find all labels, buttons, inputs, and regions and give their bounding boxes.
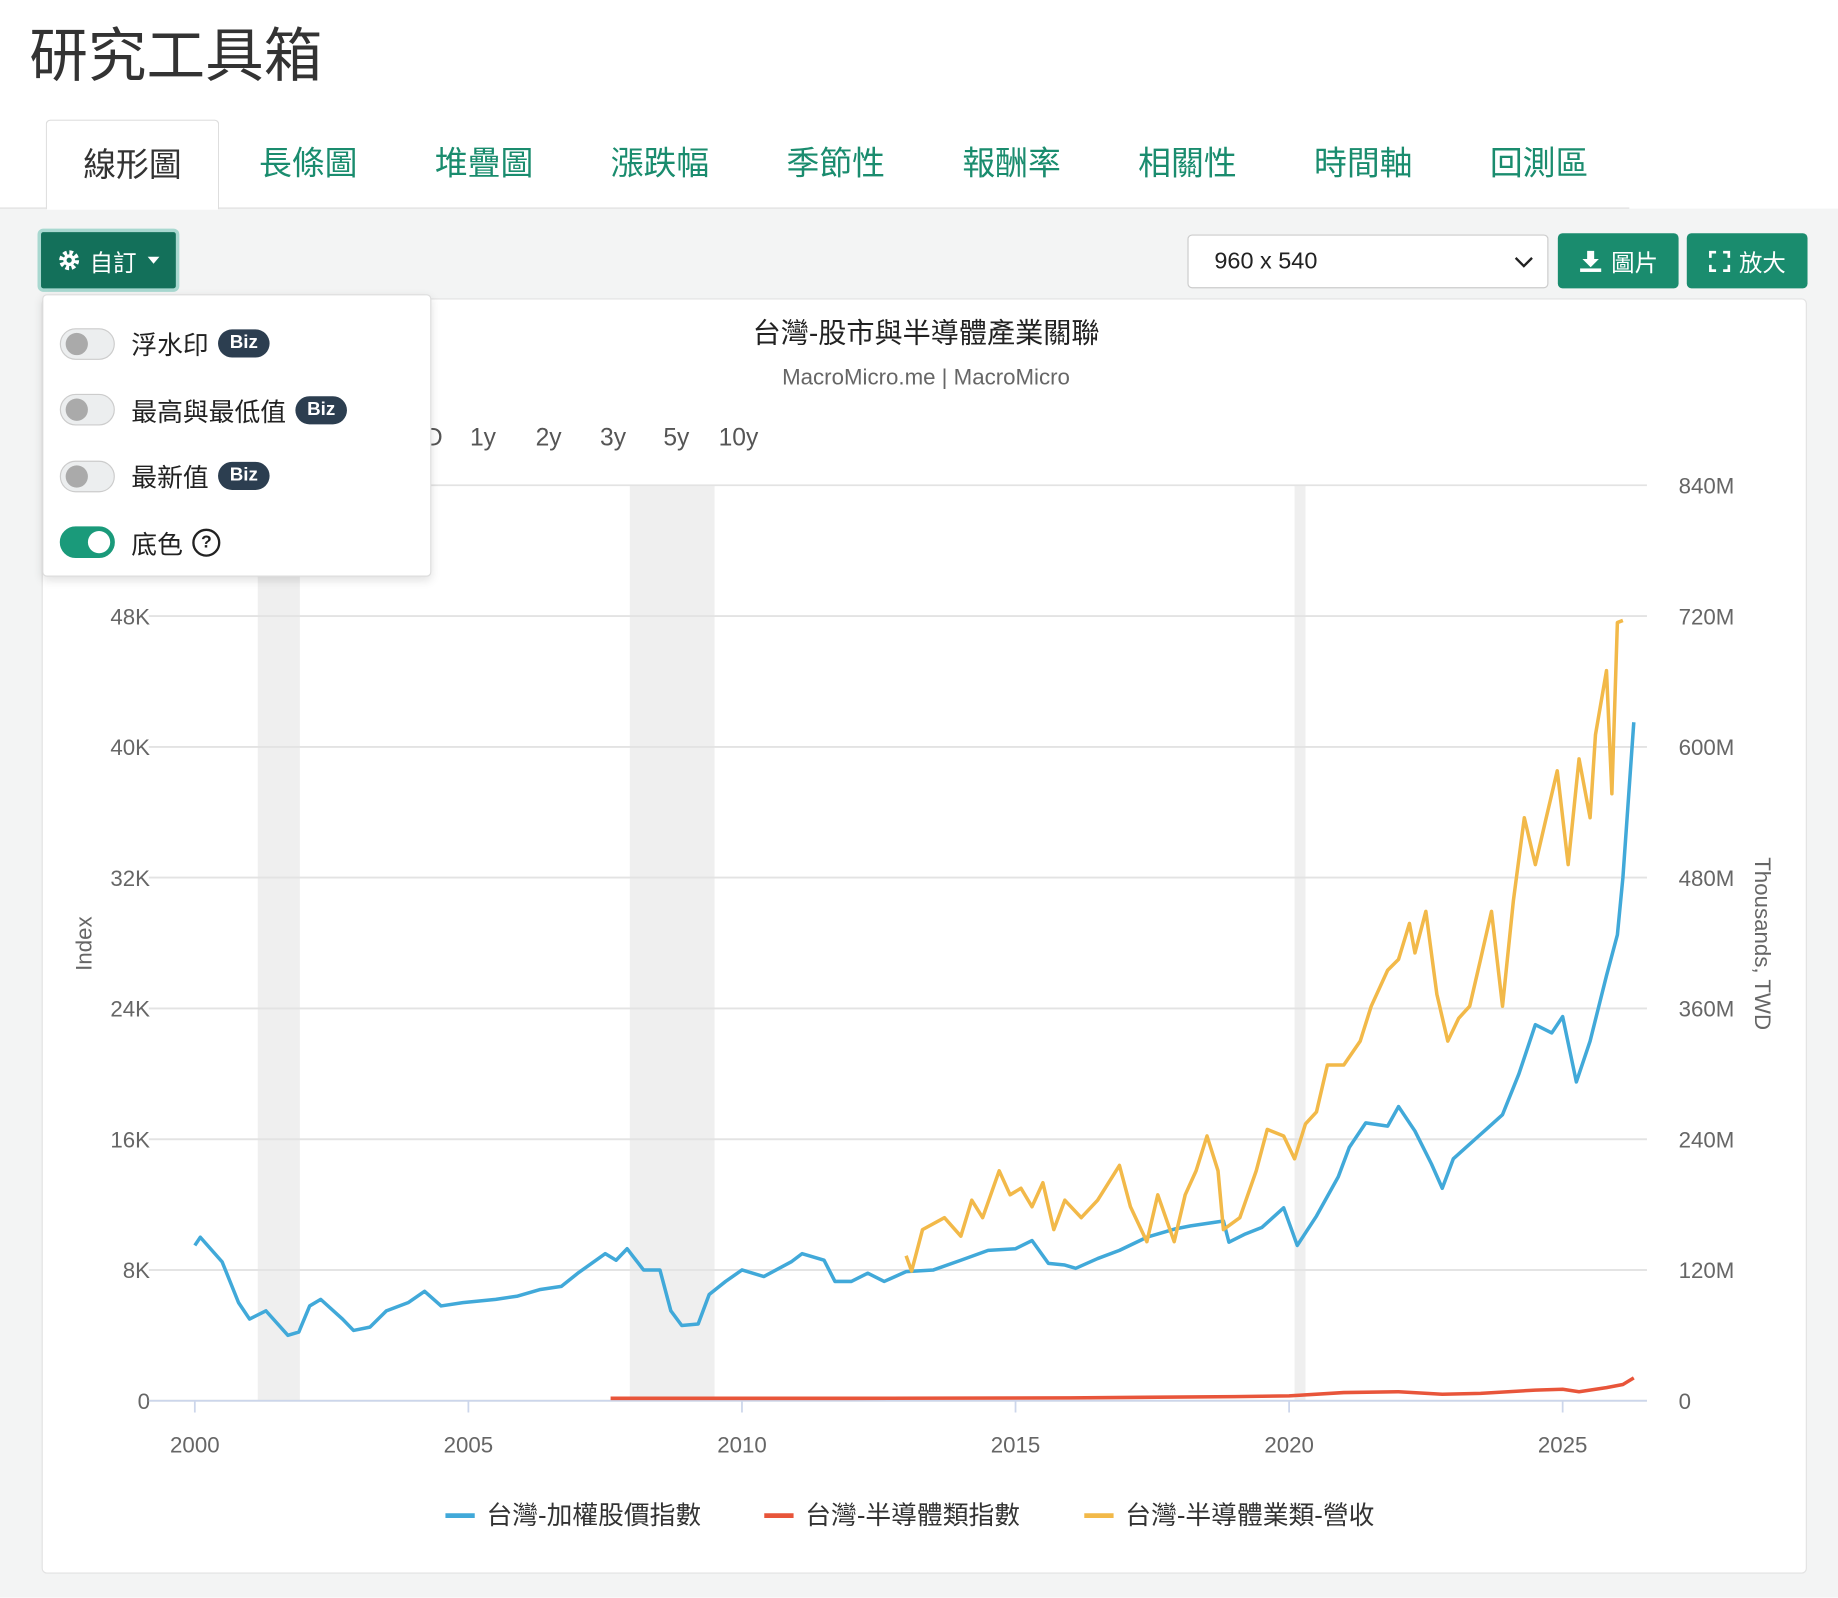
- tab[interactable]: 回測區: [1489, 145, 1589, 182]
- menu-label: 最高與最低值: [131, 396, 287, 427]
- y2-tick-label: 360M: [1679, 997, 1735, 1022]
- recession-band: [1294, 485, 1306, 1401]
- image-label: 圖片: [1611, 250, 1659, 277]
- tab[interactable]: 時間軸: [1314, 145, 1413, 182]
- tab[interactable]: 堆疊圖: [434, 145, 534, 182]
- y-tick-label: 0: [138, 1389, 150, 1414]
- expand-icon: [1708, 250, 1730, 272]
- y-tick-label: 16K: [110, 1127, 150, 1152]
- tab-bar: 線形圖 長條圖 堆疊圖 漲跌幅 季節性 報酬率 相關性 時間軸 回測區: [0, 119, 1630, 210]
- chart-title: 台灣-股市與半導體產業關聯: [753, 317, 1100, 348]
- range-button[interactable]: 3y: [600, 424, 627, 451]
- tab[interactable]: 線形圖: [45, 119, 220, 210]
- y-tick-label: 24K: [110, 997, 150, 1022]
- toggle[interactable]: [59, 526, 115, 558]
- toggle[interactable]: [59, 327, 115, 360]
- toggle[interactable]: [59, 393, 115, 426]
- toggle[interactable]: [59, 460, 115, 492]
- x-tick-label: 2020: [1264, 1432, 1314, 1457]
- biz-badge: Biz: [218, 461, 270, 490]
- y2-axis-title: Thousands, TWD: [1750, 857, 1775, 1030]
- size-select[interactable]: 960 x 540: [1187, 234, 1549, 289]
- custom-menu: 浮水印 Biz 最高與最低值 Biz 最新值 Biz 底色?: [42, 294, 432, 577]
- biz-badge: Biz: [218, 329, 270, 358]
- y-tick-label: 32K: [110, 866, 150, 891]
- gear-icon: [58, 250, 79, 271]
- legend-label[interactable]: 台灣-加權股價指數: [486, 1501, 701, 1530]
- menu-label: 浮水印: [131, 330, 209, 360]
- x-tick-label: 2015: [991, 1432, 1041, 1457]
- range-button[interactable]: 5y: [663, 424, 690, 451]
- menu-label: 底色: [131, 529, 183, 559]
- tab[interactable]: 季節性: [786, 145, 886, 182]
- y2-tick-label: 240M: [1679, 1127, 1735, 1152]
- y2-tick-label: 480M: [1679, 866, 1735, 891]
- page-title: 研究工具箱: [29, 23, 323, 90]
- y-axis-title: Index: [71, 916, 96, 970]
- recession-band: [257, 485, 300, 1401]
- x-tick-label: 2005: [444, 1432, 494, 1457]
- x-tick-label: 2000: [170, 1432, 220, 1457]
- custom-button[interactable]: 自訂: [37, 228, 180, 292]
- x-tick-label: 2010: [717, 1432, 767, 1457]
- range-button[interactable]: 10y: [719, 424, 759, 451]
- series-line: [193, 722, 1636, 1338]
- tab[interactable]: 長條圖: [259, 145, 358, 182]
- menu-row: 最高與最低值 Biz: [59, 392, 347, 427]
- legend-label[interactable]: 台灣-半導體業類-營收: [1125, 1501, 1374, 1530]
- menu-row: 浮水印 Biz: [59, 326, 270, 361]
- menu-label: 最新值: [131, 463, 209, 493]
- range-button[interactable]: 1y: [470, 424, 497, 451]
- x-tick-label: 2025: [1538, 1432, 1588, 1457]
- legend-label[interactable]: 台灣-半導體類指數: [805, 1501, 1020, 1530]
- y2-tick-label: 600M: [1679, 735, 1735, 760]
- chart-subtitle: MacroMicro.me | MacroMicro: [782, 364, 1070, 389]
- series-line: [904, 618, 1624, 1273]
- y2-tick-label: 840M: [1679, 473, 1735, 498]
- tab[interactable]: 漲跌幅: [610, 145, 710, 182]
- select-arrow: [1514, 257, 1533, 268]
- y-tick-label: 48K: [110, 604, 150, 629]
- zoom-button[interactable]: 放大: [1686, 233, 1808, 289]
- tab[interactable]: 相關性: [1138, 145, 1237, 182]
- custom-label: 自訂: [89, 250, 137, 277]
- y-tick-label: 40K: [110, 735, 150, 760]
- range-button[interactable]: 2y: [536, 424, 563, 451]
- chart-panel: [41, 298, 1807, 1574]
- toggle-knob: [65, 332, 88, 355]
- y2-tick-label: 120M: [1679, 1258, 1735, 1283]
- y2-tick-label: 720M: [1679, 604, 1735, 629]
- biz-badge: Biz: [295, 395, 347, 424]
- y-tick-label: 8K: [123, 1258, 150, 1283]
- toggle-knob: [65, 464, 88, 488]
- toggle-knob: [87, 531, 111, 554]
- caret-icon: [147, 256, 159, 264]
- y2-tick-label: 0: [1679, 1389, 1691, 1414]
- tab[interactable]: 報酬率: [962, 145, 1061, 182]
- toggle-knob: [65, 398, 88, 421]
- series-line: [610, 1376, 1635, 1401]
- size-select-value: 960 x 540: [1214, 248, 1318, 275]
- menu-row: 底色?: [59, 525, 221, 560]
- download-icon: [1579, 250, 1601, 272]
- zoom-label: 放大: [1738, 250, 1786, 277]
- help-icon: ?: [192, 528, 221, 557]
- image-button[interactable]: 圖片: [1557, 233, 1679, 289]
- menu-row: 最新值 Biz: [59, 458, 270, 493]
- recession-band: [629, 485, 715, 1401]
